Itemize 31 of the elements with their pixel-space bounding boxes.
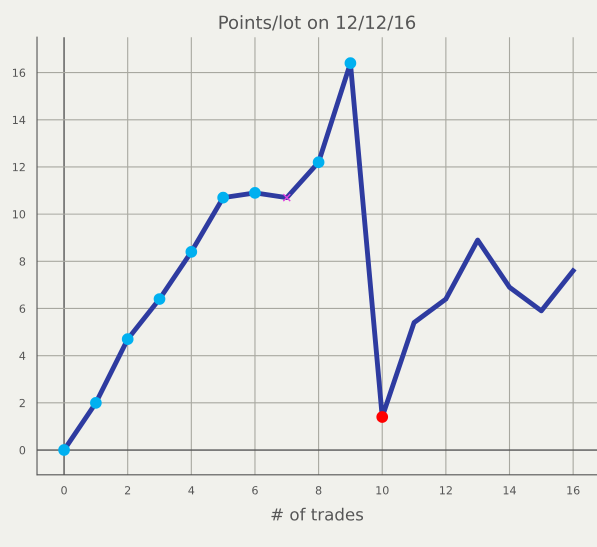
y-tick-label: 2 [20, 398, 25, 408]
x-tick-label: 8 [316, 486, 322, 495]
y-tick-label: 8 [20, 257, 26, 266]
point [376, 411, 388, 423]
x-axis-title: # of trades [271, 508, 364, 521]
x-tick-label: 0 [61, 486, 67, 495]
point [185, 246, 198, 258]
point [312, 156, 324, 168]
point [344, 57, 356, 69]
point [282, 193, 291, 202]
x-tick-label: 10 [376, 486, 389, 495]
y-tick-label: 6 [20, 304, 26, 313]
y-tick-label: 14 [12, 116, 26, 124]
y-tick-label: 4 [19, 352, 26, 360]
x-tick-label: 14 [504, 486, 516, 494]
point [154, 293, 166, 305]
chart-title: Points/lot on 12/12/16 [220, 15, 416, 31]
y-tick-label: 10 [12, 210, 26, 219]
point [122, 333, 134, 345]
point [90, 397, 102, 409]
point [249, 187, 261, 199]
y-tick-label: 0 [20, 446, 26, 454]
x-tick-label: 4 [188, 486, 194, 494]
y-tick-label: 12 [12, 162, 25, 172]
x-tick-label: 12 [440, 486, 452, 494]
x-tick-label: 2 [124, 486, 130, 494]
point [58, 444, 70, 456]
x-tick-label: 6 [252, 486, 258, 495]
x-tick-label: 16 [567, 486, 580, 495]
y-tick-label: 16 [12, 68, 26, 77]
point [217, 192, 229, 204]
